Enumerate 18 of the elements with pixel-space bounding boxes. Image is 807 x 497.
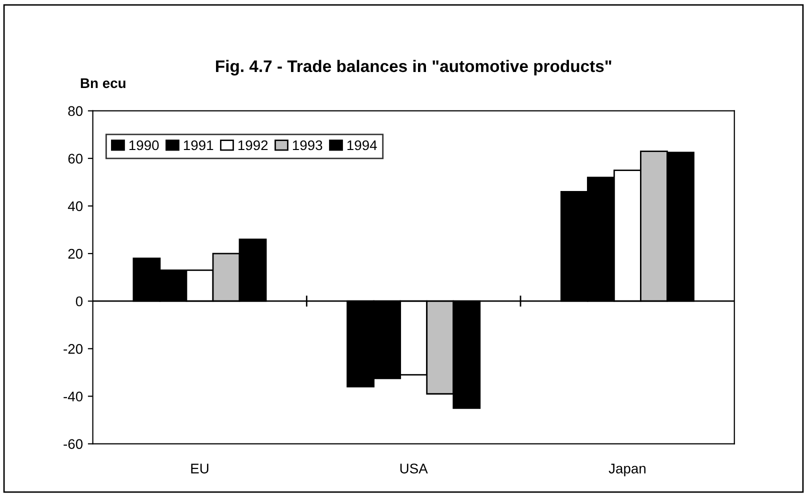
legend-label: 1990 [129,140,159,150]
y-tick-label: -20 [64,344,83,354]
x-tick-label: Japan [608,464,646,476]
x-tick-label: EU [191,464,208,474]
y-axis-title: Bn ecu [80,78,126,88]
y-tick-label: 80 [68,106,83,116]
y-tick-label: 40 [68,201,83,212]
y-tick-label: 20 [68,248,83,259]
chart-title: Fig. 4.7 - Trade balances in "automotive products" [216,60,612,76]
legend-label: 1994 [347,140,377,150]
legend-label: 1991 [184,140,214,150]
legend-label: 1992 [238,140,268,150]
legend-label: 1993 [292,140,322,150]
y-tick-label: 60 [68,154,83,164]
x-tick-label: USA [400,464,428,474]
y-tick-label: 0 [76,296,83,306]
y-tick-label: -60 [64,439,83,449]
y-tick-label: -40 [64,392,83,402]
